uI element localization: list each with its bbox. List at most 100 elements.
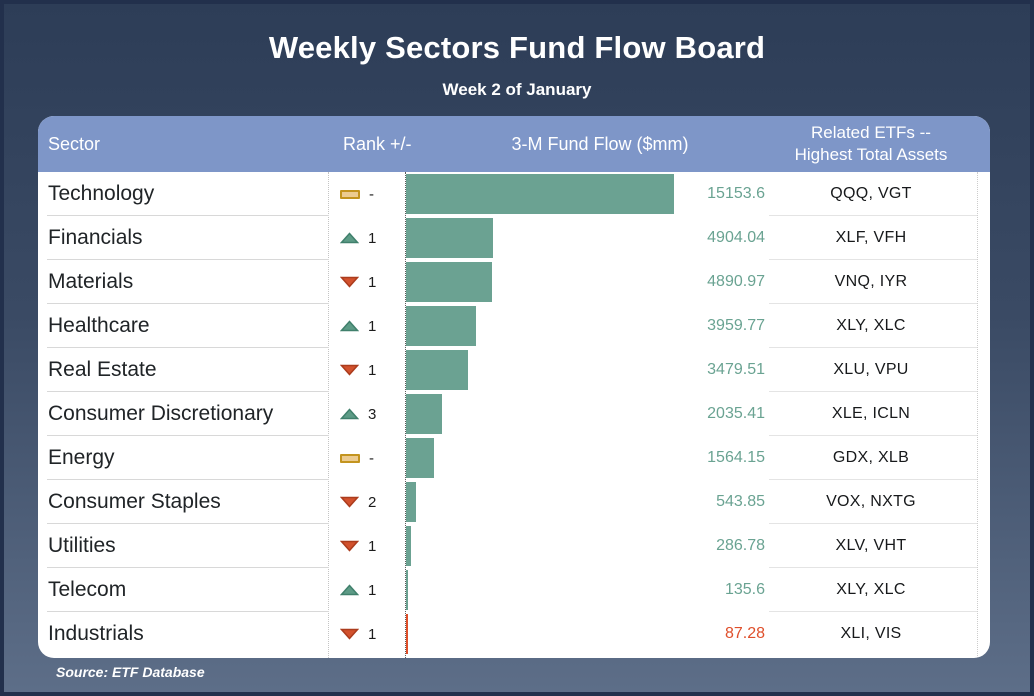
rank-unchanged-icon bbox=[340, 189, 360, 199]
rank-change-value: 1 bbox=[368, 625, 377, 643]
fund-flow-value: 87.28 bbox=[724, 625, 765, 642]
fund-flow-value: 4890.97 bbox=[707, 273, 765, 290]
fund-flow-value: 286.78 bbox=[716, 537, 765, 554]
fund-flow-bar bbox=[406, 526, 412, 566]
related-etfs-label: XLF, VFH bbox=[835, 229, 907, 246]
rank-change-icon bbox=[340, 584, 359, 596]
table-row: Telecom 1 135.6 XLY, XLC bbox=[38, 568, 990, 612]
rank-change-cell: 1 bbox=[340, 568, 404, 612]
rank-change-cell: 1 bbox=[340, 260, 404, 304]
fund-flow-bar bbox=[406, 438, 434, 478]
fund-flow-value: 4904.04 bbox=[707, 229, 765, 246]
rank-down-icon bbox=[340, 496, 359, 508]
rank-change-icon bbox=[340, 496, 359, 508]
table-row: Financials 1 4904.04 XLF, VFH bbox=[38, 216, 990, 260]
rank-change-value: - bbox=[369, 185, 374, 203]
page-title: Weekly Sectors Fund Flow Board bbox=[268, 30, 766, 65]
related-etfs-label: XLY, XLC bbox=[836, 317, 906, 334]
rank-change-value: 2 bbox=[368, 493, 377, 511]
rank-change-cell: 1 bbox=[340, 304, 404, 348]
rank-down-icon bbox=[340, 628, 359, 640]
related-etfs-label: QQQ, VGT bbox=[830, 185, 912, 202]
column-header-sector: Sector bbox=[48, 134, 101, 154]
rank-change-cell: - bbox=[340, 172, 404, 216]
sector-label: Financials bbox=[48, 226, 143, 249]
sector-label: Utilities bbox=[48, 534, 116, 557]
page-subtitle: Week 2 of January bbox=[442, 80, 592, 99]
related-etfs-label: XLY, XLC bbox=[836, 581, 906, 598]
related-etfs-label: XLI, VIS bbox=[840, 625, 902, 642]
related-etfs-label: VOX, NXTG bbox=[826, 493, 916, 510]
rank-change-cell: 1 bbox=[340, 612, 404, 656]
rank-change-value: 1 bbox=[368, 317, 377, 335]
table-row: Real Estate 1 3479.51 XLU, VPU bbox=[38, 348, 990, 392]
rank-change-value: - bbox=[369, 449, 374, 467]
fund-flow-table: Sector Rank +/- 3-M Fund Flow ($mm) Rela… bbox=[38, 116, 990, 658]
rank-down-icon bbox=[340, 276, 359, 288]
sector-label: Technology bbox=[48, 182, 155, 205]
rank-change-cell: 3 bbox=[340, 392, 404, 436]
table-row: Technology - 15153.6 QQQ, VGT bbox=[38, 172, 990, 216]
fund-flow-bar bbox=[406, 218, 493, 258]
rank-change-icon bbox=[340, 628, 359, 640]
table-row: Utilities 1 286.78 XLV, VHT bbox=[38, 524, 990, 568]
rank-change-icon bbox=[340, 408, 359, 420]
rank-change-value: 1 bbox=[368, 581, 377, 599]
fund-flow-bar bbox=[406, 350, 468, 390]
fund-flow-value: 1564.15 bbox=[707, 449, 765, 466]
rank-change-icon bbox=[340, 364, 359, 376]
etf-column-edge bbox=[977, 172, 978, 658]
fund-flow-value: 543.85 bbox=[716, 493, 765, 510]
rank-change-value: 1 bbox=[368, 537, 377, 555]
rank-change-icon bbox=[340, 189, 360, 199]
related-etfs-label: XLE, ICLN bbox=[831, 405, 911, 422]
rank-change-cell: - bbox=[340, 436, 404, 480]
rank-change-value: 3 bbox=[368, 405, 377, 423]
fund-flow-bar bbox=[406, 394, 442, 434]
related-etfs-label: XLV, VHT bbox=[835, 537, 907, 554]
rank-change-icon bbox=[340, 232, 359, 244]
column-header-related-etfs: Related ETFs -- Highest Total Assets bbox=[765, 122, 977, 166]
fund-flow-bar bbox=[406, 614, 408, 654]
sector-label: Real Estate bbox=[48, 358, 157, 381]
sector-label: Industrials bbox=[48, 622, 144, 645]
sector-label: Materials bbox=[48, 270, 134, 293]
fund-flow-bar bbox=[406, 306, 477, 346]
rank-change-icon bbox=[340, 540, 359, 552]
column-header-related-etfs-line1: Related ETFs -- bbox=[811, 123, 931, 142]
rank-change-cell: 2 bbox=[340, 480, 404, 524]
fund-flow-value: 2035.41 bbox=[707, 405, 765, 422]
rank-change-icon bbox=[340, 453, 360, 463]
related-etfs-label: VNQ, IYR bbox=[834, 273, 908, 290]
rank-up-icon bbox=[340, 408, 359, 420]
fund-flow-bar bbox=[406, 482, 416, 522]
table-row: Industrials 1 87.28 XLI, VIS bbox=[38, 612, 990, 656]
table-row: Healthcare 1 3959.77 XLY, XLC bbox=[38, 304, 990, 348]
fund-flow-value: 135.6 bbox=[724, 581, 765, 598]
table-row: Consumer Discretionary 3 2035.41 XLE, IC… bbox=[38, 392, 990, 436]
sector-label: Consumer Staples bbox=[48, 490, 221, 513]
table-body: Technology - 15153.6 QQQ, VGT Financials… bbox=[38, 172, 990, 658]
column-header-rank-change: Rank +/- bbox=[343, 134, 412, 154]
fund-flow-bar bbox=[406, 262, 493, 302]
related-etfs-label: GDX, XLB bbox=[832, 449, 910, 466]
table-row: Consumer Staples 2 543.85 VOX, NXTG bbox=[38, 480, 990, 524]
sector-label: Consumer Discretionary bbox=[48, 402, 274, 425]
rank-down-icon bbox=[340, 540, 359, 552]
rank-change-cell: 1 bbox=[340, 348, 404, 392]
rank-up-icon bbox=[340, 584, 359, 596]
rank-up-icon bbox=[340, 232, 359, 244]
fund-flow-value: 3959.77 bbox=[707, 317, 765, 334]
column-header-fund-flow: 3-M Fund Flow ($mm) bbox=[511, 134, 689, 154]
related-etfs-label: XLU, VPU bbox=[833, 361, 909, 378]
table-row: Energy - 1564.15 GDX, XLB bbox=[38, 436, 990, 480]
rank-change-icon bbox=[340, 276, 359, 288]
sector-rank-divider bbox=[328, 172, 329, 658]
rank-change-cell: 1 bbox=[340, 524, 404, 568]
fund-flow-bar bbox=[406, 174, 674, 214]
sector-label: Telecom bbox=[48, 578, 127, 601]
rank-change-icon bbox=[340, 320, 359, 332]
sector-label: Energy bbox=[48, 446, 115, 469]
column-header-related-etfs-line2: Highest Total Assets bbox=[794, 145, 948, 164]
